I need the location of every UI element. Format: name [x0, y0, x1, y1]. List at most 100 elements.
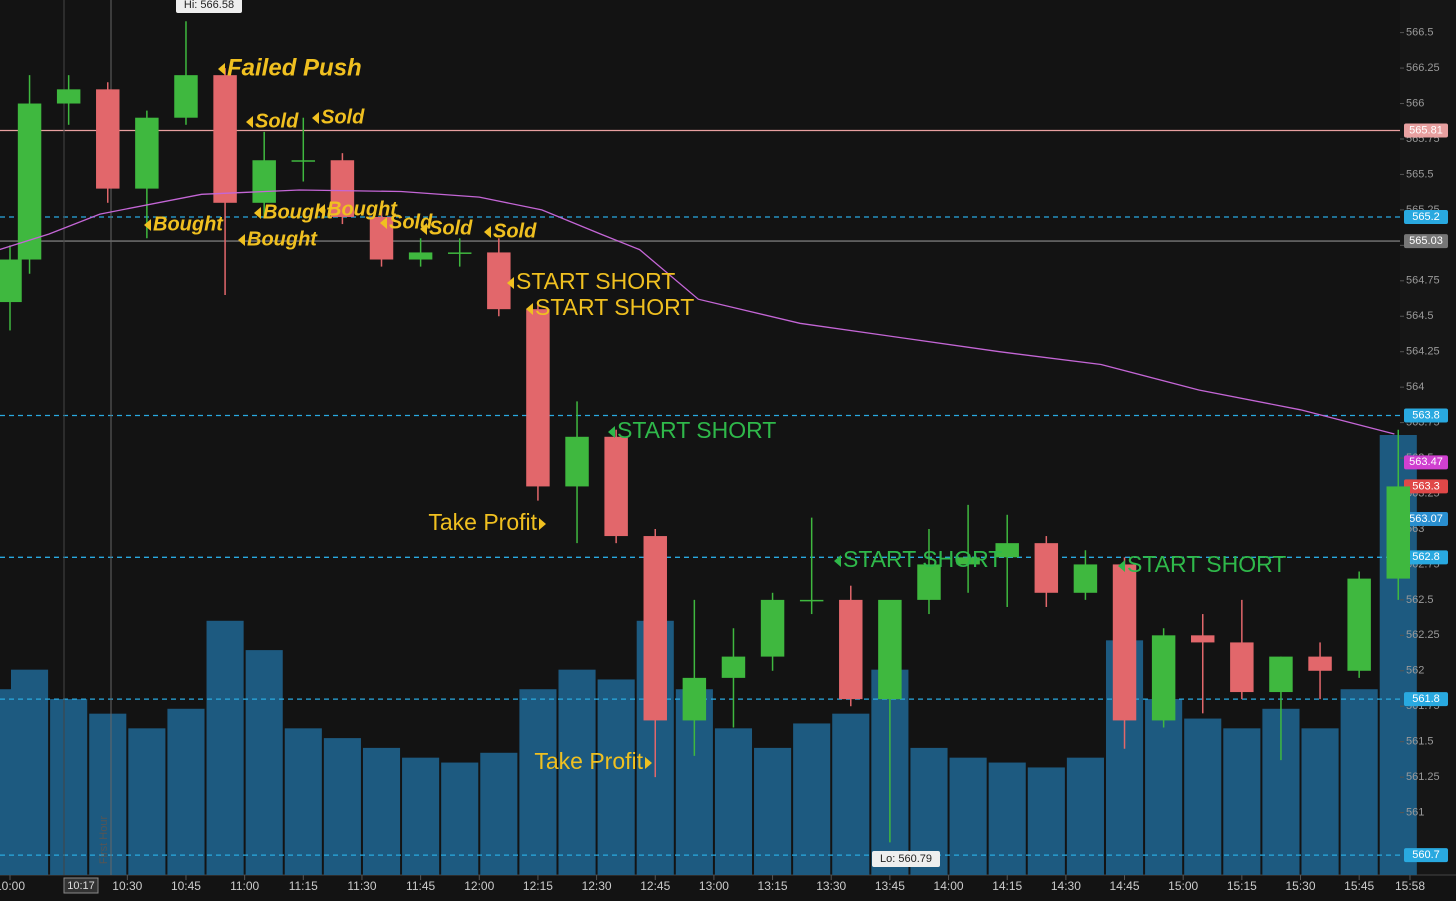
- level-label: 563.3: [1412, 480, 1440, 492]
- candle-body: [917, 564, 941, 600]
- annotation: Sold: [493, 220, 537, 242]
- x-tick-label: 11:30: [347, 879, 376, 893]
- candle-body: [135, 117, 159, 189]
- candle-body: [839, 599, 863, 700]
- annotation-arrow: [507, 277, 514, 289]
- x-tick-label: 13:45: [875, 879, 905, 893]
- low-label: Lo: 560.79: [880, 853, 932, 865]
- x-tick-label: 12:30: [582, 879, 612, 893]
- candle-body: [17, 103, 42, 260]
- x-tick-label: 11:00: [230, 879, 259, 893]
- candle-body: [1269, 656, 1293, 693]
- level-tag: [1404, 408, 1448, 423]
- level-label: 565.81: [1409, 124, 1443, 136]
- candle-body: [1230, 642, 1254, 693]
- x-tick-label: 13:30: [816, 879, 846, 893]
- annotation: Bought: [247, 228, 318, 250]
- volume-bar: [402, 757, 440, 875]
- candle-body: [330, 160, 355, 217]
- level-label: 563.8: [1412, 409, 1440, 421]
- candle-body: [1034, 543, 1059, 593]
- candle-body: [1073, 564, 1098, 593]
- annotation-arrow: [539, 518, 546, 530]
- annotation-arrow: [420, 223, 427, 235]
- annotation: START SHORT: [1127, 551, 1286, 577]
- candle-body: [447, 252, 472, 254]
- annotation: Failed Push: [227, 54, 362, 81]
- candle-body: [1308, 656, 1332, 671]
- annotation: START SHORT: [843, 546, 1002, 572]
- candle-body: [487, 252, 511, 310]
- volume-bar: [245, 650, 283, 875]
- candle-body: [799, 599, 824, 602]
- volume-bar: [206, 620, 244, 875]
- annotation-arrow: [246, 116, 253, 128]
- candle-layer: [0, 21, 1410, 843]
- candle-body: [56, 89, 81, 104]
- x-tick-label: 14:45: [1110, 879, 1140, 893]
- candle-body: [1386, 486, 1410, 579]
- y-tick-label: 565.5: [1406, 168, 1434, 180]
- volume-bar: [11, 669, 49, 875]
- annotation: Bought: [153, 213, 224, 235]
- volume-bar: [1145, 699, 1183, 875]
- x-tick-label: 12:45: [640, 879, 670, 893]
- level-label: 565.2: [1412, 211, 1440, 223]
- y-tick-label: 564.25: [1406, 346, 1440, 358]
- annotation-arrow: [484, 226, 491, 238]
- annotation-arrow: [608, 426, 615, 438]
- candle-body: [760, 599, 785, 657]
- x-tick-label: 15:45: [1344, 879, 1374, 893]
- y-tick-label: 564.75: [1406, 275, 1440, 287]
- x-tick-label: 15:00: [1168, 879, 1198, 893]
- candle-body: [291, 160, 316, 162]
- volume-bar: [1066, 757, 1104, 875]
- x-tick-label: 15:58: [1395, 879, 1425, 893]
- volume-bar: [597, 679, 635, 875]
- volume-bar: [832, 713, 870, 875]
- y-tick-label: 566: [1406, 97, 1424, 109]
- annotation: Take Profit: [534, 748, 643, 774]
- x-tick-label: 11:15: [289, 879, 318, 893]
- first-hour-label: First Hour: [98, 816, 110, 865]
- candle-body: [682, 677, 707, 721]
- annotation: Sold: [429, 217, 473, 239]
- level-tag: [1404, 234, 1448, 249]
- level-label: 561.8: [1412, 693, 1440, 705]
- annotation-arrow: [218, 63, 225, 75]
- annotation-arrow: [254, 207, 261, 219]
- level-label: 560.7: [1412, 849, 1440, 861]
- candle-body: [252, 160, 276, 203]
- annotation: Sold: [321, 106, 365, 128]
- level-label: 563.07: [1409, 513, 1443, 525]
- volume-bar: [441, 762, 479, 875]
- candle-body: [369, 216, 394, 260]
- annotation: Bought: [263, 201, 334, 223]
- level-tag: [1404, 209, 1448, 224]
- level-label: 562.8: [1412, 551, 1440, 563]
- candle-body: [878, 599, 902, 700]
- candle-body: [1191, 635, 1215, 643]
- x-tick-label: 10:30: [112, 879, 142, 893]
- annotation-arrow: [238, 234, 245, 246]
- candle-body: [565, 436, 589, 487]
- annotation-arrow: [380, 217, 387, 229]
- candle-body: [721, 656, 746, 678]
- annotation: Take Profit: [428, 509, 537, 535]
- y-tick-label: 562.25: [1406, 629, 1440, 641]
- annotation-arrow: [312, 112, 319, 124]
- level-tag: [1404, 512, 1448, 527]
- volume-bar: [50, 699, 88, 875]
- y-tick-label: 561: [1406, 807, 1424, 819]
- volume-bar: [1301, 728, 1339, 875]
- cursor-tag: [63, 877, 99, 894]
- volume-bar: [284, 728, 322, 875]
- volume-bar: [949, 757, 987, 875]
- volume-bar: [362, 747, 401, 875]
- candle-body: [995, 543, 1019, 558]
- candle-body: [526, 309, 550, 487]
- volume-bar: [1340, 689, 1378, 875]
- annotation-arrow: [318, 204, 325, 216]
- volume-bar: [793, 723, 831, 875]
- volume-bar: [558, 669, 596, 875]
